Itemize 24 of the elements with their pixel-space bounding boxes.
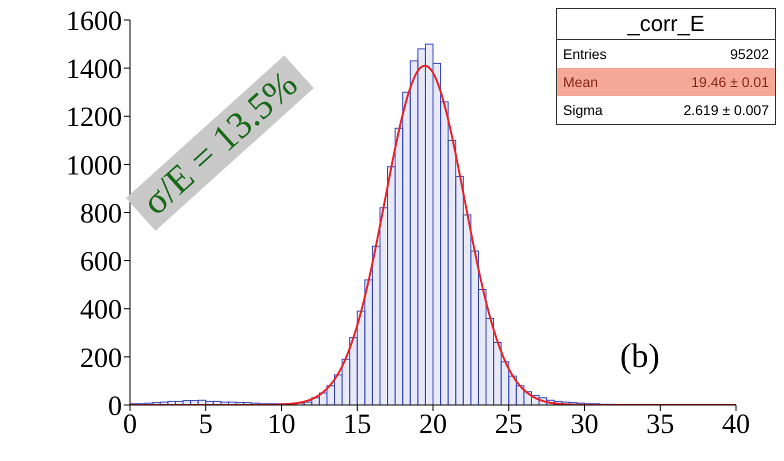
y-tick-label: 800: [80, 198, 122, 230]
annotation: Entries: [563, 46, 607, 62]
x-tick-label: 30: [570, 408, 598, 440]
x-tick-label: 15: [343, 408, 372, 440]
x-tick-label: 10: [268, 408, 296, 440]
y-tick-label: 1400: [66, 54, 122, 86]
y-tick-label: 200: [80, 342, 122, 374]
y-tick-label: 400: [80, 294, 122, 326]
annotation: Mean: [563, 74, 598, 90]
y-tick-label: 1600: [66, 6, 122, 37]
annotation: Sigma: [563, 102, 603, 118]
annotation: 19.46 ± 0.01: [691, 74, 769, 90]
y-tick-label: 600: [80, 246, 122, 278]
x-tick-label: 5: [198, 408, 213, 440]
x-tick-label: 25: [494, 408, 523, 440]
annotation: (b): [620, 338, 660, 376]
annotation: _corr_E: [557, 9, 775, 40]
annotation: 95202: [730, 46, 769, 62]
y-tick-label: 1200: [66, 102, 122, 134]
x-tick-label: 35: [646, 408, 674, 440]
x-tick-label: 20: [419, 408, 447, 440]
x-tick-label: 40: [722, 408, 750, 440]
y-tick-label: 1000: [66, 150, 122, 182]
annotation: 2.619 ± 0.007: [683, 102, 769, 118]
